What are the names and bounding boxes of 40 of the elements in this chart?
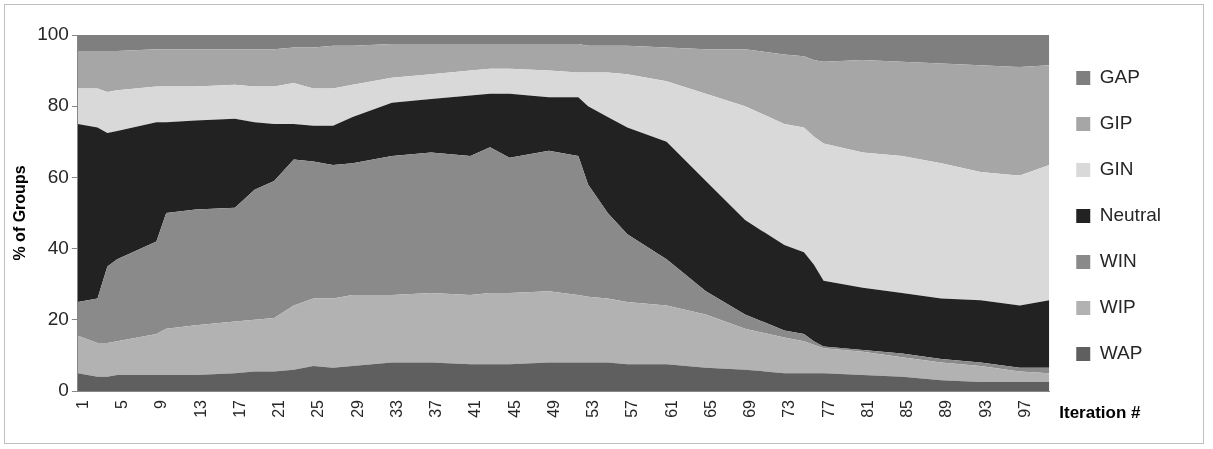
y-tick-label: 0 (58, 379, 69, 401)
y-axis-title: % of Groups (11, 165, 29, 261)
x-tick-label: 53 (584, 399, 602, 418)
legend-label: WIP (1099, 296, 1136, 318)
x-tick-label: 45 (505, 399, 523, 418)
x-tick-label: 49 (544, 399, 562, 418)
x-tick-label: 41 (466, 399, 484, 418)
legend-label: Neutral (1099, 204, 1161, 226)
x-tick-label: 97 (1015, 399, 1033, 418)
x-tick-label: 17 (230, 399, 248, 418)
x-tick-label: 1 (73, 399, 91, 409)
x-tick-label: 69 (741, 399, 759, 418)
legend-label: WAP (1099, 342, 1143, 364)
y-tick-label: 80 (47, 94, 69, 116)
x-tick-label: 29 (348, 399, 366, 418)
x-tick-label: 37 (427, 399, 445, 418)
y-tick-label: 40 (47, 236, 69, 258)
legend-label: GIN (1099, 158, 1134, 180)
legend-label: GIP (1099, 112, 1133, 134)
y-tick-label: 60 (47, 165, 69, 187)
x-tick-label: 9 (152, 399, 170, 409)
x-tick-label: 81 (858, 399, 876, 418)
x-axis-title: Iteration # (1059, 402, 1142, 422)
x-tick-label: 61 (662, 399, 680, 418)
legend-label: GAP (1099, 66, 1140, 88)
x-tick-label: 25 (309, 399, 327, 418)
x-tick-label: 65 (701, 399, 719, 418)
x-tick-label: 13 (191, 399, 209, 418)
x-tick-label: 77 (819, 399, 837, 418)
x-tick-label: 57 (623, 399, 641, 418)
x-tick-label: 93 (976, 399, 994, 418)
x-tick-label: 73 (780, 399, 798, 418)
y-tick-label: 20 (47, 308, 69, 330)
x-tick-label: 89 (937, 399, 955, 418)
x-tick-label: 5 (113, 399, 131, 409)
x-tick-label: 33 (387, 399, 405, 418)
legend-label: WIN (1099, 250, 1137, 272)
x-tick-label: 21 (270, 399, 288, 418)
x-tick-label: 85 (898, 399, 916, 418)
y-tick-label: 100 (37, 23, 69, 45)
